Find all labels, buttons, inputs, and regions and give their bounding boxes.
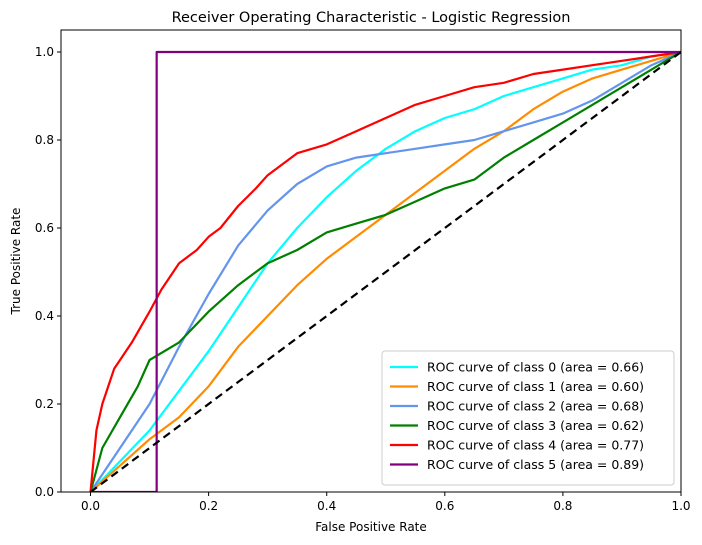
y-tick-label: 0.4 <box>35 309 54 323</box>
y-tick-label: 0.6 <box>35 221 54 235</box>
y-tick-label: 0.8 <box>35 133 54 147</box>
x-tick-label: 1.0 <box>671 499 690 513</box>
legend-label-class-5: ROC curve of class 5 (area = 0.89) <box>427 457 644 472</box>
legend: ROC curve of class 0 (area = 0.66) ROC cu… <box>381 350 675 486</box>
y-tick-label: 0.0 <box>35 485 54 499</box>
roc-curve-class-4 <box>89 50 681 492</box>
chart-title: Receiver Operating Characteristic - Logi… <box>172 10 571 26</box>
y-tick-label: 0.2 <box>35 397 54 411</box>
x-tick-label: 0.6 <box>435 499 454 513</box>
legend-label-class-3: ROC curve of class 3 (area = 0.62) <box>427 418 644 433</box>
series-layer <box>89 50 681 492</box>
roc-curve-class-5 <box>90 50 681 492</box>
x-tick-label: 0.0 <box>81 499 100 513</box>
x-axis-label: False Positive Rate <box>315 520 427 534</box>
chance-diagonal-line <box>89 51 681 492</box>
x-tick-label: 0.4 <box>317 499 336 513</box>
axis-ticks: 0.0 0.2 0.4 0.6 0.8 1.0 0.0 0.2 0.4 0.6 0.8 1.0 <box>35 45 691 513</box>
legend-label-class-0: ROC curve of class 0 (area = 0.66) <box>427 360 644 375</box>
roc-curve-class-0 <box>89 50 681 492</box>
roc-curve-class-2 <box>89 50 681 492</box>
y-tick-label: 1.0 <box>35 45 54 59</box>
x-tick-label: 0.2 <box>199 499 218 513</box>
legend-box <box>381 350 675 486</box>
y-axis-label: True Positive Rate <box>9 208 23 316</box>
x-tick-label: 0.8 <box>553 499 572 513</box>
plot-frame <box>60 29 682 493</box>
legend-label-class-2: ROC curve of class 2 (area = 0.68) <box>427 399 644 414</box>
legend-label-class-1: ROC curve of class 1 (area = 0.60) <box>427 379 644 394</box>
roc-curve-class-3 <box>89 51 681 492</box>
legend-label-class-4: ROC curve of class 4 (area = 0.77) <box>427 438 644 453</box>
plot-area <box>89 50 681 492</box>
